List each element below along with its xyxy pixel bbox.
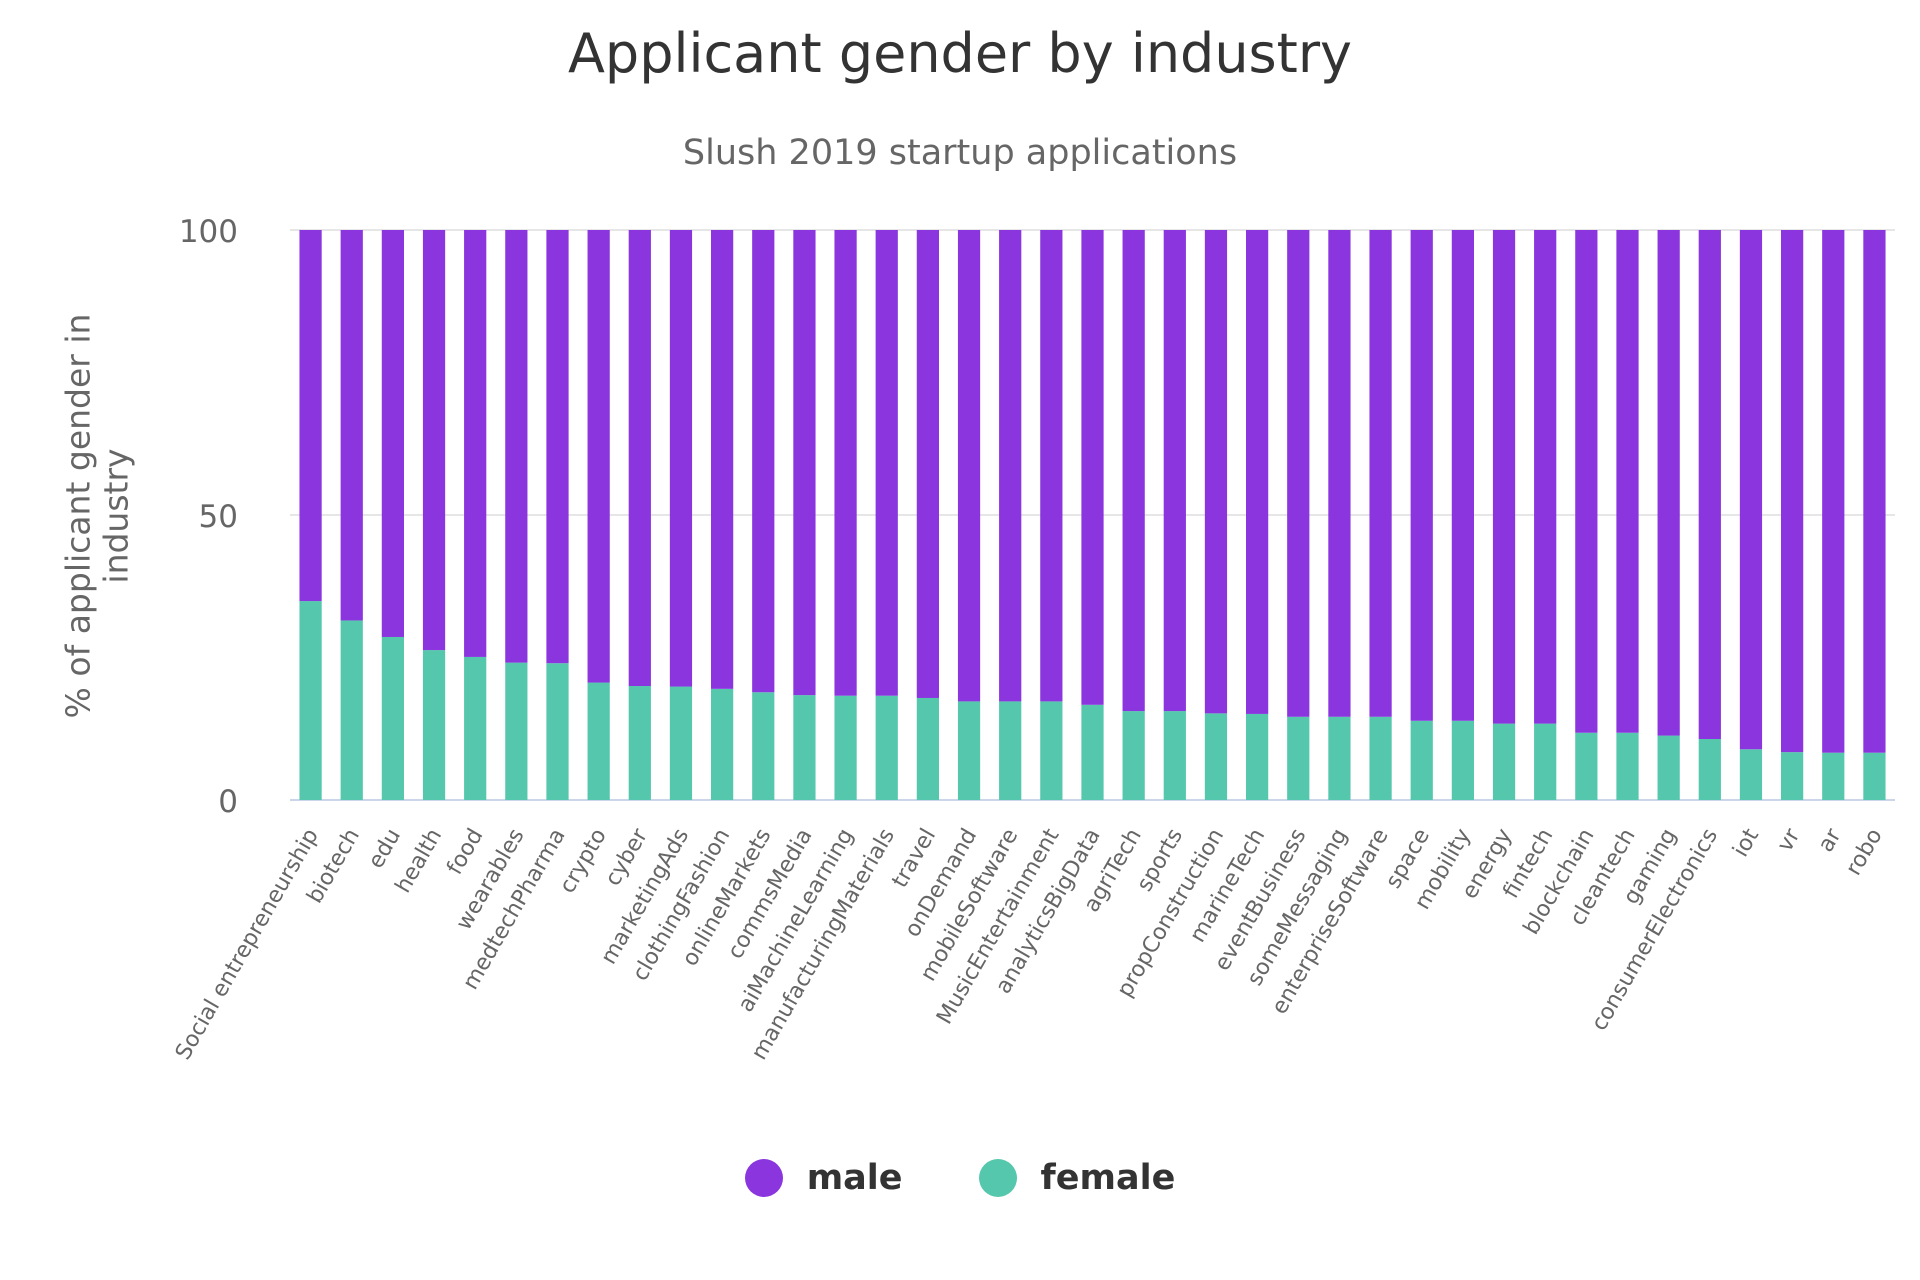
bar-male [1369,230,1392,717]
x-tick-label: Social entrepreneurship [171,825,324,1065]
bar-female [1451,720,1474,800]
bar-female [422,650,446,800]
x-tick-label: edu [364,825,406,873]
bar-male [1616,230,1639,733]
bar-female [1369,716,1392,800]
bar-male [546,230,569,664]
bar-female [1122,711,1145,800]
bar-male [1163,230,1186,712]
bar-male [957,230,981,702]
bar-female [546,663,569,800]
bar-female [505,662,528,800]
legend-item-male[interactable]: male [744,1158,903,1198]
bar-female [1492,723,1516,800]
bar-female [1040,701,1063,800]
bar-male [752,230,775,693]
bar-male [669,230,693,687]
bar-male [1698,230,1721,740]
bar-female [340,620,363,800]
bar-male [1328,230,1351,717]
bar-male [464,230,487,657]
y-tick-label: 0 [218,784,238,820]
bar-male [587,230,610,683]
x-tick-label: robo [1841,825,1887,880]
y-axis-label: % of applicant gender inindustry [58,314,135,719]
bar-male [628,230,651,686]
bar-female [999,701,1022,800]
bar-male [834,230,857,696]
bar-female [628,686,651,800]
bar-male [1451,230,1474,721]
bar-male [1739,230,1763,750]
bar-female [1863,752,1886,800]
bar-female [1410,720,1433,800]
bar-female [875,695,898,800]
bar-male [1657,230,1680,736]
bar-female [834,695,857,800]
bar-male [711,230,734,689]
bar-male [1492,230,1516,724]
bar-female [1163,711,1186,800]
bar-male [1287,230,1310,717]
bar-female [793,695,816,800]
legend-marker [744,1159,783,1197]
bar-male [422,230,446,651]
bar-male [875,230,898,696]
bar-female [1698,739,1721,800]
bar-female [1328,716,1351,800]
legend-marker [978,1159,1017,1197]
chart-legend: male female [0,1158,1920,1198]
bar-female [669,686,693,800]
bar-male [1081,230,1104,705]
bar-male [1534,230,1557,724]
bar-male [793,230,816,696]
bar-male [1410,230,1433,721]
x-tick-label: vr [1773,824,1806,856]
bar-male [1246,230,1269,714]
bar-female [1287,716,1310,800]
bar-male [1040,230,1063,702]
bar-female [916,697,939,800]
chart-title: Applicant gender by industry [567,22,1353,85]
y-tick-label: 100 [179,214,238,250]
bar-female [1204,713,1228,800]
chart-subtitle: Slush 2019 startup applications [682,133,1238,173]
bar-female [752,692,775,800]
bar-female [711,688,734,800]
bar-female [464,656,487,800]
bar-female [1616,732,1639,800]
y-tick-label: 50 [199,499,238,535]
bar-male [505,230,528,663]
bar-female [1822,752,1845,800]
legend-label: male [806,1158,903,1198]
bar-male [1863,230,1886,753]
bar-female [1534,723,1557,800]
bar-female [1739,749,1763,800]
bar-female [1781,752,1804,800]
bar-male [1575,230,1598,733]
x-tick-label: iot [1728,824,1764,861]
bar-male [381,230,404,637]
bar-female [1657,735,1680,800]
bar-male [1122,230,1145,712]
bar-male [1822,230,1845,753]
bar-female [381,636,404,800]
bar-male [340,230,363,621]
bar-female [587,682,610,800]
bar-female [1081,704,1104,800]
bar-male [1204,230,1228,714]
bar-male [1781,230,1804,753]
bar-female [1246,713,1269,800]
bar-male [999,230,1022,702]
bar-female [299,601,322,800]
legend-label: female [1040,1158,1176,1198]
legend-item-female[interactable]: female [978,1158,1176,1198]
bar-male [299,230,322,602]
bar-male [916,230,939,698]
bar-female [1575,732,1598,800]
bar-female [957,701,981,800]
x-tick-label: ar [1814,824,1847,857]
